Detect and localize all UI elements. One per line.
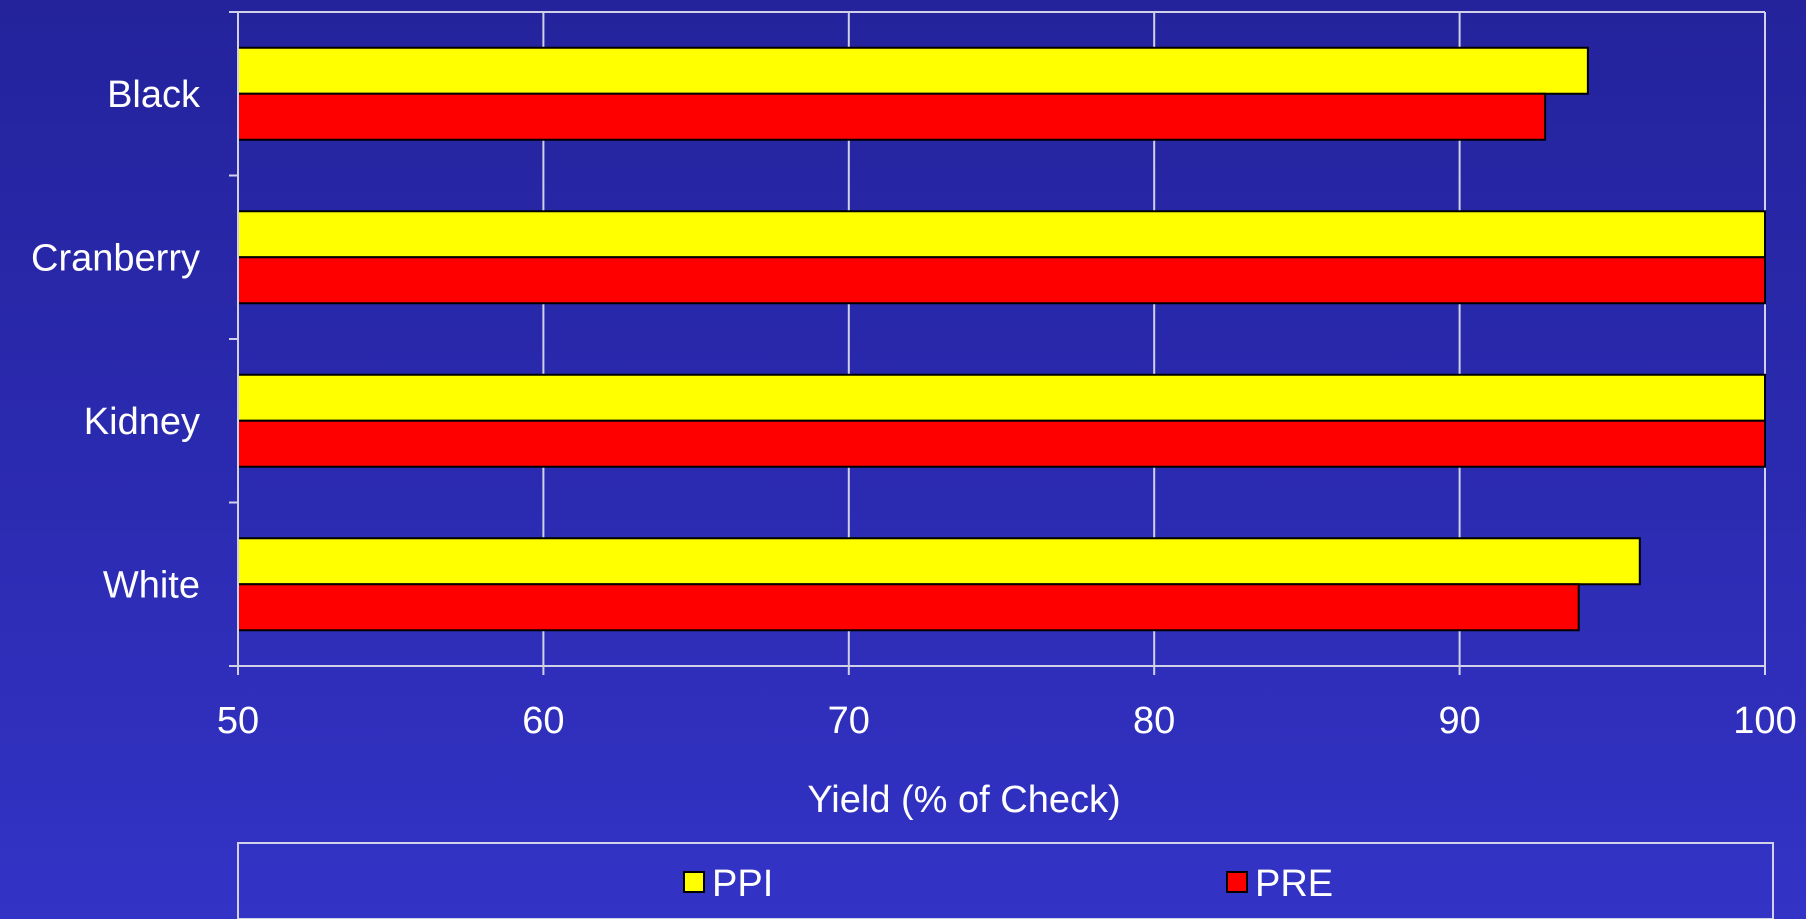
x-tick-label: 70	[828, 700, 870, 742]
legend-box	[237, 842, 1774, 919]
legend-label-ppi: PPI	[712, 863, 773, 905]
bar-ppi-white	[237, 537, 1641, 586]
x-tick-label: 50	[217, 700, 259, 742]
category-label: Kidney	[84, 401, 200, 443]
bar-pre-white	[237, 583, 1580, 632]
legend-label-pre: PRE	[1255, 863, 1333, 905]
bar-pre-cranberry	[237, 256, 1766, 305]
bar-ppi-cranberry	[237, 210, 1766, 259]
bar-ppi-black	[237, 46, 1589, 95]
legend: PPI PRE	[237, 842, 1774, 919]
category-label: Cranberry	[31, 237, 200, 279]
x-tick-label: 100	[1733, 700, 1796, 742]
bar-pre-black	[237, 92, 1547, 141]
category-label: White	[103, 564, 200, 606]
x-tick-label: 90	[1438, 700, 1480, 742]
x-tick-label: 80	[1133, 700, 1175, 742]
x-tick-label: 60	[522, 700, 564, 742]
x-axis-title: Yield (% of Check)	[807, 779, 1120, 821]
bars	[237, 46, 1766, 632]
x-tick-labels: 50 60 70 80 90 100	[217, 700, 1797, 742]
bar-ppi-kidney	[237, 373, 1766, 422]
bar-pre-kidney	[237, 419, 1766, 468]
legend-swatch-ppi	[683, 871, 705, 893]
axes	[229, 11, 1766, 675]
category-labels: Black Cranberry Kidney White	[31, 74, 201, 607]
category-label: Black	[107, 74, 201, 116]
legend-swatch-pre	[1226, 871, 1248, 893]
